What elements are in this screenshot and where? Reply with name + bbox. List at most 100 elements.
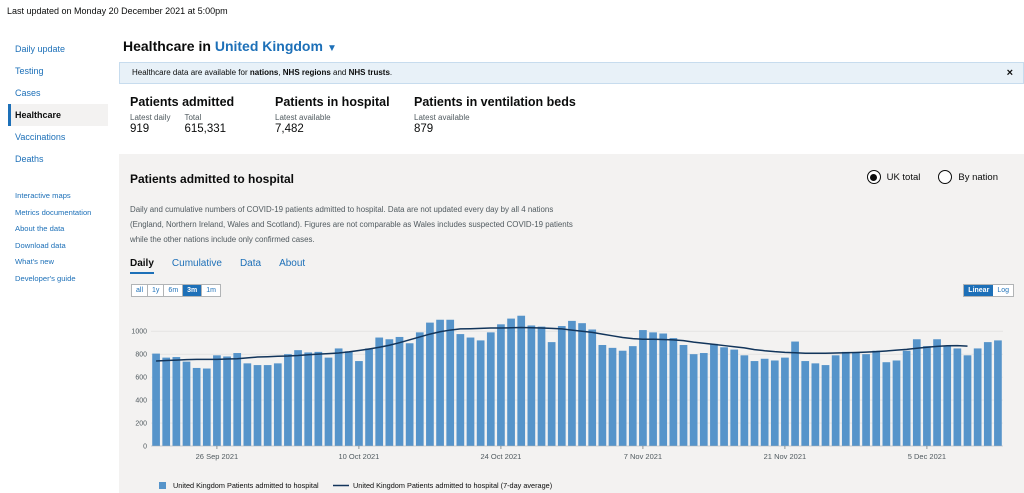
sidebar-item-vaccinations[interactable]: Vaccinations xyxy=(15,132,66,142)
chevron-down-icon[interactable]: ▼ xyxy=(326,43,337,54)
bar xyxy=(405,343,414,446)
nations-link[interactable]: nations xyxy=(249,68,279,77)
metric-latest-daily: Latest daily 919 xyxy=(130,113,171,135)
sidebar-item-cases[interactable]: Cases xyxy=(15,88,41,98)
headline-patients-in-hospital: Patients in hospital Latest available 7,… xyxy=(275,95,390,135)
bar xyxy=(426,322,434,446)
bar xyxy=(243,363,252,446)
bar xyxy=(679,344,688,446)
bar xyxy=(557,326,566,446)
y-tick-label: 400 xyxy=(135,398,147,405)
tab-cumulative[interactable]: Cumulative xyxy=(171,258,222,269)
bar xyxy=(527,325,536,446)
bar xyxy=(923,346,931,446)
bar xyxy=(334,348,343,446)
y-tick-label: 1000 xyxy=(131,329,147,336)
bar xyxy=(537,326,546,446)
admissions-chart: 0 200 400 600 800 1000 26 Sep 2021 10 Oct 2021 2… xyxy=(131,315,1003,490)
sidebar-link-about-the-data[interactable]: About the data xyxy=(15,224,65,234)
nhs-regions-link[interactable]: NHS regions xyxy=(282,68,331,77)
headline-title[interactable]: Patients admitted xyxy=(130,95,235,109)
bar xyxy=(314,351,323,446)
bar xyxy=(760,358,769,446)
legend-bar-swatch xyxy=(159,482,166,489)
sidebar-link-interactive-maps[interactable]: Interactive maps xyxy=(15,191,71,200)
radio-unselected-icon[interactable] xyxy=(938,170,953,184)
bar xyxy=(395,336,404,446)
bar xyxy=(781,357,789,446)
bar xyxy=(202,368,211,446)
sidebar-link-what-s-new[interactable]: What's new xyxy=(15,257,55,267)
bar xyxy=(385,339,394,446)
nhs-trusts-link[interactable]: NHS trusts xyxy=(348,68,390,77)
bar xyxy=(649,332,657,446)
bar xyxy=(507,318,515,446)
sidebar-item-daily-update[interactable]: Daily update xyxy=(15,44,66,54)
bar xyxy=(770,360,779,446)
y-tick-label: 800 xyxy=(135,352,147,359)
bar xyxy=(720,347,728,446)
radio-uk-total[interactable]: UK total xyxy=(866,170,920,184)
range-button-6m[interactable]: 6m xyxy=(164,285,184,296)
bar xyxy=(943,346,952,446)
tab-data[interactable]: Data xyxy=(239,258,262,269)
sidebar-item-deaths[interactable]: Deaths xyxy=(15,154,44,164)
location-selector[interactable]: United Kingdom xyxy=(214,38,323,54)
bar xyxy=(791,341,799,446)
range-button-all[interactable]: all xyxy=(132,285,149,296)
page-title: Healthcare in United Kingdom ▼ xyxy=(123,38,337,54)
bar xyxy=(912,339,921,446)
info-banner: Healthcare data are available for nation… xyxy=(119,62,1024,84)
x-tick-label: 10 Oct 2021 xyxy=(338,452,379,461)
sidebar-link-download-data[interactable]: Download data xyxy=(15,240,66,250)
card-description: Daily and cumulative numbers of COVID-19… xyxy=(130,205,573,244)
bar xyxy=(578,323,586,446)
range-button-3m[interactable]: 3m xyxy=(183,285,203,296)
bar xyxy=(172,357,181,446)
bar xyxy=(355,361,363,446)
radio-selected-icon[interactable] xyxy=(866,170,881,184)
bar xyxy=(598,344,607,446)
side-navigation: Daily update Testing Cases Healthcare Vaccin… xyxy=(8,38,108,288)
bar xyxy=(730,349,739,446)
bar xyxy=(213,355,221,446)
radio-by-nation[interactable]: By nation xyxy=(938,170,998,184)
bar xyxy=(639,330,647,446)
range-button-1y[interactable]: 1y xyxy=(148,285,165,296)
bar xyxy=(963,355,972,446)
bar xyxy=(801,361,810,446)
sidebar-link-metrics-documentation[interactable]: Metrics documentation xyxy=(15,207,92,217)
range-button-1m[interactable]: 1m xyxy=(206,287,217,294)
legend-label-daily: United Kingdom Patients admitted to hosp… xyxy=(173,481,319,490)
bar xyxy=(699,353,708,446)
bar xyxy=(852,352,860,446)
bar xyxy=(253,365,262,446)
bar xyxy=(882,362,891,446)
bar xyxy=(375,337,384,446)
metric-latest-available: Latest available 879 xyxy=(414,113,470,135)
headline-title[interactable]: Patients in ventilation beds xyxy=(414,95,576,109)
area-radio-group: UK total By nation xyxy=(866,170,998,184)
tab-daily[interactable]: Daily xyxy=(130,258,154,274)
sidebar-link-developer-s-guide[interactable]: Developer's guide xyxy=(15,273,76,283)
bar xyxy=(415,332,424,446)
scale-selector: Linear Log xyxy=(963,284,1014,297)
bar xyxy=(608,347,617,446)
metric-latest-available: Latest available 7,482 xyxy=(275,113,331,135)
bar xyxy=(497,324,505,446)
tab-about[interactable]: About xyxy=(279,258,306,269)
bar xyxy=(659,333,668,446)
bar xyxy=(841,351,850,446)
headline-title[interactable]: Patients in hospital xyxy=(275,95,390,109)
sidebar-item-healthcare[interactable]: Healthcare xyxy=(8,104,108,126)
x-tick-label: 26 Sep 2021 xyxy=(196,452,239,461)
close-icon[interactable]: × xyxy=(1006,67,1013,79)
bar xyxy=(517,315,526,446)
bar xyxy=(162,357,171,446)
headline-patients-admitted: Patients admitted Latest daily 919 Total… xyxy=(130,95,234,135)
scale-button-linear[interactable]: Linear xyxy=(964,285,994,296)
last-updated: Last updated on Monday 20 December 2021 … xyxy=(7,6,228,16)
scale-button-log[interactable]: Log xyxy=(997,287,1009,294)
sidebar-item-testing[interactable]: Testing xyxy=(15,66,44,76)
bar xyxy=(263,365,272,446)
